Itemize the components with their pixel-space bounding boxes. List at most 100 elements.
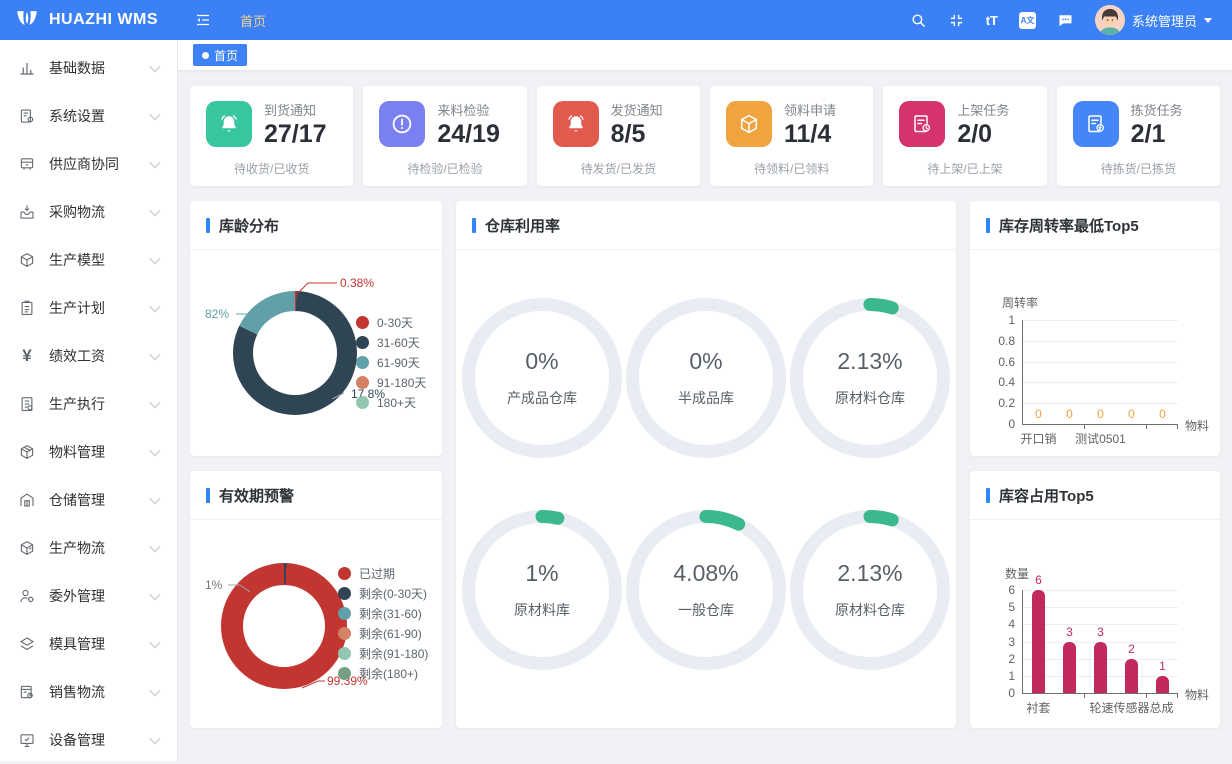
- avatar[interactable]: [1094, 5, 1125, 35]
- stat-card-inspection: 来料检验 24/19 待检验/已检验: [363, 86, 527, 186]
- legend-item[interactable]: 剩余(31-60): [338, 603, 428, 623]
- gauge-ring: 0% 产成品仓库: [462, 298, 622, 458]
- user-menu[interactable]: 系统管理员: [1094, 5, 1212, 35]
- legend-item[interactable]: 0-30天: [356, 312, 426, 332]
- title-bar: [472, 217, 476, 233]
- brand-logo: HUAZHI WMS: [0, 7, 178, 33]
- yen-icon: ¥: [22, 346, 32, 365]
- sidebar-item-production-plan[interactable]: 生产计划: [0, 284, 177, 332]
- sidebar-item-warehouse-mgmt[interactable]: 仓储管理: [0, 476, 177, 524]
- sidebar-item-production-execution[interactable]: 生产执行: [0, 380, 177, 428]
- panel-title: 有效期预警: [219, 487, 295, 505]
- sidebar-item-production-logistics[interactable]: 生产物流: [0, 524, 177, 572]
- caret-down-icon: [1204, 18, 1212, 23]
- panel-capacity-top5: 库容占用Top5 数量 6 5 4 3 2 1 0 6 3 3 2 1 衬套 轮速传感器总成 物料: [970, 471, 1220, 728]
- stat-card-picking-request: 领料申请 11/4 待领料/已领料: [709, 86, 874, 186]
- legend-item[interactable]: 剩余(180+): [338, 663, 428, 683]
- sidebar-item-outsourcing-mgmt[interactable]: 委外管理: [0, 572, 177, 620]
- stat-value: 27/17: [264, 120, 327, 148]
- sidebar-item-material-mgmt[interactable]: 物料管理: [0, 428, 177, 476]
- gauge-ring: 4.08% 一般仓库: [626, 510, 786, 670]
- utilization-gauges: 0% 产成品仓库 0% 半成品库 2.13% 原材料仓库: [456, 250, 956, 670]
- legend-item[interactable]: 剩余(61-90): [338, 623, 428, 643]
- chevron-down-icon: [149, 348, 161, 361]
- stat-subtitle: 待收货/已收货: [233, 162, 310, 176]
- exclamation-circle-icon: [379, 100, 426, 147]
- sidebar-item-equipment-mgmt[interactable]: 设备管理: [0, 716, 177, 764]
- gauge-ring: 2.13% 原材料仓库: [790, 298, 950, 458]
- bell-icon: [206, 100, 252, 147]
- stat-title: 拣货任务: [1130, 103, 1183, 118]
- chevron-down-icon: [149, 252, 161, 265]
- stat-subtitle: 待检验/已检验: [407, 162, 483, 176]
- stat-title: 到货通知: [264, 103, 317, 118]
- search-icon[interactable]: [910, 12, 927, 29]
- legend-item[interactable]: 61-90天: [356, 352, 426, 372]
- title-bar: [986, 487, 990, 503]
- stat-subtitle: 待上架/已上架: [927, 162, 1003, 176]
- stat-value: 2/0: [957, 120, 993, 148]
- donut-ring: [221, 563, 347, 689]
- sidebar-item-mold-mgmt[interactable]: 模具管理: [0, 620, 177, 668]
- chevron-down-icon: [149, 108, 161, 121]
- message-icon[interactable]: [1057, 12, 1074, 29]
- sidebar-item-production-model[interactable]: 生产模型: [0, 236, 177, 284]
- stat-value: 8/5: [610, 120, 646, 148]
- translate-icon[interactable]: A文: [1018, 11, 1036, 29]
- header-tab-home[interactable]: 首页: [240, 13, 267, 29]
- stat-value: 24/19: [437, 120, 500, 148]
- capacity-bar-chart: 数量 6 5 4 3 2 1 0 6 3 3 2 1 衬套 轮速传感器总成 物料: [1005, 567, 1210, 715]
- tag-home[interactable]: 首页: [193, 44, 248, 66]
- chart-legend: 已过期 剩余(0-30天) 剩余(31-60) 剩余(61-90) 剩余(91-…: [338, 563, 428, 683]
- legend-item[interactable]: 31-60天: [356, 332, 426, 352]
- legend-item[interactable]: 剩余(0-30天): [338, 583, 428, 603]
- chevron-down-icon: [149, 444, 161, 457]
- sidebar-item-performance-salary[interactable]: ¥ 绩效工资: [0, 332, 177, 380]
- chevron-down-icon: [149, 396, 161, 409]
- doc-clock-icon: [899, 100, 946, 147]
- turnover-bar-chart: 周转率 1 0.8 0.6 0.4 0.2 0 0 0 0 0 0 开口销 测试0501 物料: [998, 296, 1210, 446]
- stat-card-arrival: 到货通知 27/17 待收货/已收货: [190, 86, 354, 186]
- stat-subtitle: 待领料/已领料: [753, 162, 830, 176]
- app-header: HUAZHI WMS 首页 tT A文: [0, 0, 1232, 40]
- stat-title: 领料申请: [783, 103, 836, 118]
- stat-value: 2/1: [1130, 120, 1166, 148]
- tag-active-dot: [202, 51, 209, 59]
- stat-card-picking-task: 拣货任务 2/1 待拣货/已拣货: [1056, 86, 1220, 186]
- font-size-icon[interactable]: tT: [985, 12, 998, 28]
- legend-item[interactable]: 91-180天: [356, 372, 426, 392]
- sidebar-item-sales-logistics[interactable]: 销售物流: [0, 668, 177, 716]
- y-axis-title: 周转率: [1002, 296, 1039, 310]
- stat-title: 来料检验: [437, 103, 490, 118]
- fullscreen-compress-icon[interactable]: [948, 12, 965, 29]
- slice-label: 1%: [205, 578, 223, 592]
- gauge-ring: 0% 半成品库: [626, 298, 786, 458]
- stat-cards-row: 到货通知 27/17 待收货/已收货 来料检验 24/19: [190, 86, 1220, 186]
- sidebar-item-system-settings[interactable]: 系统设置: [0, 92, 177, 140]
- sidebar-collapse-icon[interactable]: [194, 11, 212, 29]
- chart-legend: 0-30天 31-60天 61-90天 91-180天 180+天: [356, 312, 426, 412]
- legend-item[interactable]: 180+天: [356, 392, 426, 412]
- chevron-down-icon: [149, 732, 161, 745]
- x-axis-title: 物料: [1185, 688, 1210, 702]
- stat-title: 发货通知: [610, 103, 663, 118]
- slice-label: 82%: [205, 307, 230, 321]
- sidebar-item-purchase-logistics[interactable]: 采购物流: [0, 188, 177, 236]
- stat-subtitle: 待发货/已发货: [580, 162, 656, 176]
- expiry-donut-chart: 1% 99.39% 已过期 剩余(0-30天) 剩余(31-60) 剩余(61-…: [190, 520, 442, 727]
- chevron-down-icon: [149, 636, 161, 649]
- slice-label: 99.39%: [327, 674, 368, 688]
- gauge-ring: 1% 原材料库: [462, 510, 622, 670]
- y-axis-title: 数量: [1005, 567, 1030, 581]
- panel-warehouse-utilization: 仓库利用率 0% 产成品仓库 0% 半成品库: [456, 201, 956, 728]
- doc-flash-icon: [1072, 100, 1119, 147]
- sidebar-item-basic-data[interactable]: 基础数据: [0, 44, 177, 92]
- title-bar: [206, 487, 210, 503]
- chevron-down-icon: [149, 492, 161, 505]
- legend-item[interactable]: 已过期: [338, 563, 428, 583]
- sidebar-item-supplier-collab[interactable]: 供应商协同: [0, 140, 177, 188]
- legend-item[interactable]: 剩余(91-180): [338, 643, 428, 663]
- title-bar: [986, 217, 990, 233]
- sidebar: 基础数据 系统设置 供应商协同 采购物流 生产模型 生产计划 ¥ 绩效工资 生产: [0, 40, 178, 761]
- cube-icon: [725, 100, 772, 147]
